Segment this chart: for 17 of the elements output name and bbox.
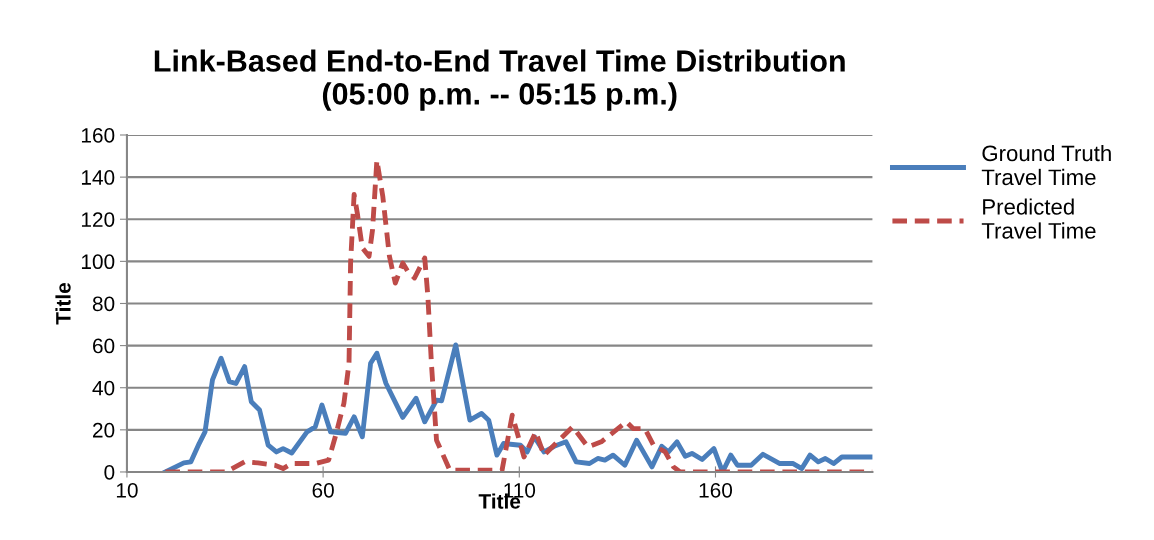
chart-title: Link-Based End-to-End Travel Time Distribution (05:00 p.m. -- 05:15 p.m.)	[154, 49, 845, 111]
y-tick-label: 60	[93, 338, 115, 354]
x-tick-label: 10	[116, 482, 138, 498]
y-tick-label: 120	[81, 212, 115, 227]
y-tick-label: 140	[81, 170, 115, 185]
y-tick-label: 20	[93, 422, 115, 438]
legend-label: Ground Truth Travel Time	[981, 144, 1111, 186]
line-series	[162, 342, 873, 472]
y-tick-label: 100	[81, 254, 115, 270]
y-tick-label: 40	[92, 380, 115, 396]
x-tick-label: 60	[312, 482, 334, 498]
x-tick-label: 160	[699, 482, 733, 498]
legend-label: Predicted Travel Time	[981, 198, 1096, 239]
y-tick-label: 0	[104, 464, 115, 480]
y-tick-label: 160	[81, 128, 115, 143]
y-axis-title: Title	[55, 282, 71, 325]
y-tick-label: 80	[92, 296, 115, 312]
